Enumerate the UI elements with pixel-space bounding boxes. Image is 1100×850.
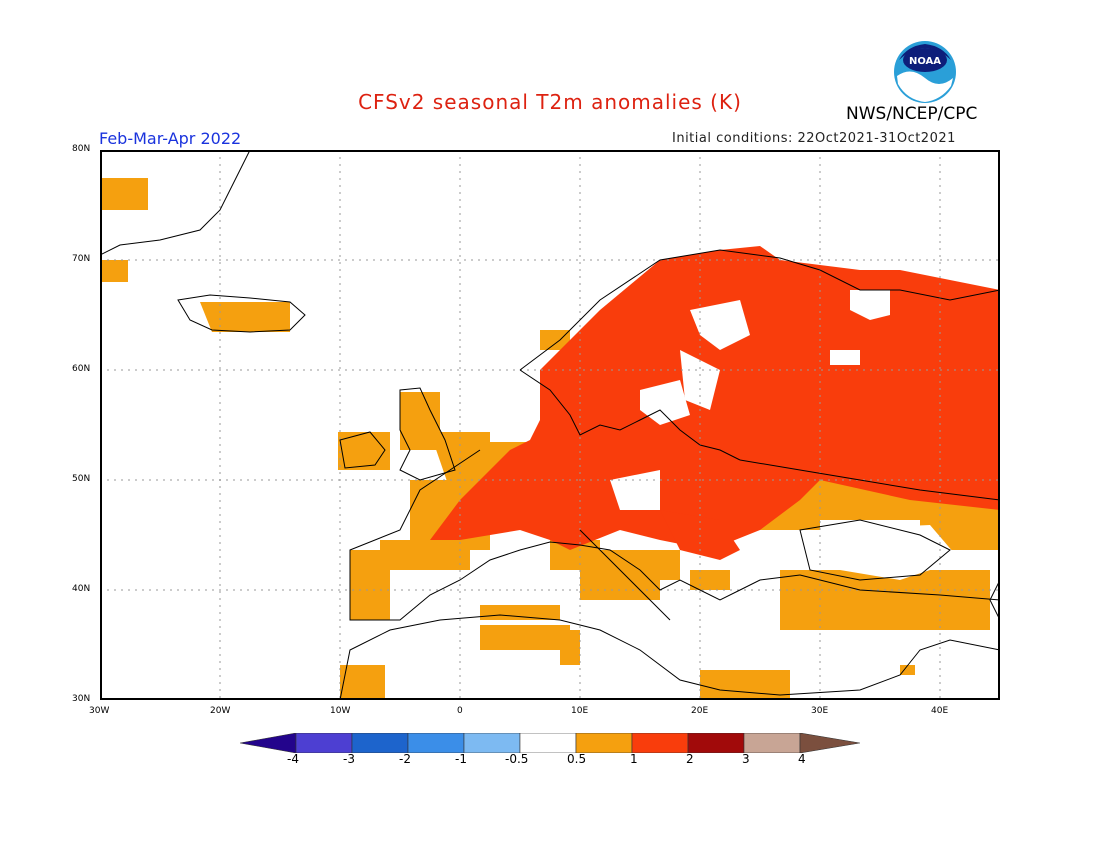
lon-tick-10e: 10E (571, 706, 589, 716)
colorbar-label-p05: 0.5 (567, 752, 587, 766)
colorbar-label-m2: -2 (399, 752, 411, 766)
colorbar-label-m4: -4 (287, 752, 299, 766)
agency-label: NWS/NCEP/CPC (846, 104, 978, 124)
lat-tick-30n: 30N (72, 694, 91, 704)
anomaly-fill-05-1 (100, 178, 1000, 700)
lon-tick-30e: 30E (811, 706, 829, 716)
initial-conditions: Initial conditions: 22Oct2021-31Oct2021 (672, 131, 956, 146)
colorbar-label-m05: -0.5 (505, 752, 529, 766)
colorbar (240, 733, 860, 753)
colorbar-segment-0 (240, 733, 297, 753)
lon-tick-30w: 30W (89, 706, 110, 716)
colorbar-segment-8 (687, 733, 745, 753)
colorbar-segment-6 (575, 733, 633, 753)
lon-tick-0: 0 (457, 706, 463, 716)
lat-tick-70n: 70N (72, 254, 91, 264)
colorbar-label-m1: -1 (455, 752, 467, 766)
colorbar-label-p1: 1 (630, 752, 638, 766)
coastlines (100, 150, 1000, 700)
colorbar-label-p2: 2 (686, 752, 694, 766)
lat-tick-60n: 60N (72, 364, 91, 374)
lon-tick-40e: 40E (931, 706, 949, 716)
colorbar-segment-4 (463, 733, 521, 753)
anomaly-map (100, 150, 1000, 700)
colorbar-segment-3 (407, 733, 465, 753)
lat-tick-80n: 80N (72, 144, 91, 154)
colorbar-label-m3: -3 (343, 752, 355, 766)
map-frame (100, 150, 1000, 700)
lat-tick-40n: 40N (72, 584, 91, 594)
colorbar-segment-5 (519, 733, 577, 753)
colorbar-segment-2 (351, 733, 409, 753)
lon-tick-20w: 20W (210, 706, 231, 716)
noaa-logo: NOAA (894, 41, 956, 103)
map-gridlines (100, 150, 1000, 700)
forecast-period: Feb-Mar-Apr 2022 (99, 129, 242, 148)
noaa-logo-text: NOAA (909, 56, 941, 67)
colorbar-segment-9 (743, 733, 801, 753)
colorbar-label-p4: 4 (798, 752, 806, 766)
colorbar-segment-10 (799, 733, 860, 753)
colorbar-label-p3: 3 (742, 752, 750, 766)
lon-tick-10w: 10W (330, 706, 351, 716)
lat-tick-50n: 50N (72, 474, 91, 484)
chart-title: CFSv2 seasonal T2m anomalies (K) (358, 90, 742, 114)
lon-tick-20e: 20E (691, 706, 709, 716)
colorbar-segment-7 (631, 733, 689, 753)
colorbar-segment-1 (295, 733, 353, 753)
